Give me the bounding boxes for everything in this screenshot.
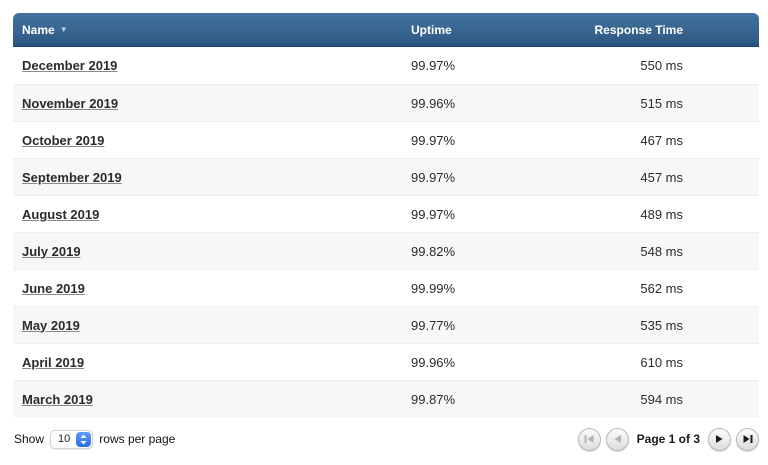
month-link[interactable]: December 2019	[22, 58, 118, 73]
response-time-value: 515 ms	[640, 95, 683, 111]
show-label: Show	[14, 432, 45, 446]
table-footer: Show 10 rows per page	[13, 426, 759, 452]
table-row: September 2019 99.97% 457 ms	[13, 158, 759, 195]
sort-descending-icon: ▼	[59, 25, 68, 34]
month-link[interactable]: June 2019	[22, 280, 85, 296]
uptime-value: 99.77%	[411, 317, 456, 333]
response-time-value: 594 ms	[640, 391, 683, 407]
uptime-value: 99.97%	[411, 169, 456, 185]
response-time-value: 610 ms	[640, 354, 683, 370]
last-page-button[interactable]	[736, 427, 759, 451]
uptime-value: 99.87%	[411, 391, 456, 407]
rows-per-page-select[interactable]: 10	[50, 429, 94, 449]
first-page-icon	[584, 435, 594, 443]
response-time-value: 562 ms	[640, 280, 683, 296]
column-header-uptime[interactable]: Uptime	[411, 22, 452, 37]
table-row: August 2019 99.97% 489 ms	[13, 195, 759, 232]
uptime-value: 99.97%	[411, 206, 456, 222]
month-link[interactable]: March 2019	[22, 391, 93, 407]
uptime-value: 99.97%	[411, 132, 456, 148]
uptime-value: 99.99%	[411, 280, 456, 296]
month-link[interactable]: August 2019	[22, 206, 100, 222]
next-page-button[interactable]	[708, 427, 731, 451]
month-link[interactable]: September 2019	[22, 169, 122, 185]
column-header-name-label: Name	[22, 22, 55, 37]
month-link[interactable]: November 2019	[22, 95, 119, 111]
month-link[interactable]: April 2019	[22, 354, 85, 370]
table-row: June 2019 99.99% 562 ms	[13, 269, 759, 306]
pagination: Page 1 of 3	[577, 427, 759, 451]
page-status: Page 1 of 3	[636, 432, 700, 446]
response-time-value: 489 ms	[640, 206, 683, 222]
response-time-value: 457 ms	[640, 169, 683, 185]
month-link[interactable]: July 2019	[22, 243, 81, 259]
table-body: December 2019 99.97% 550 ms November 201…	[13, 47, 759, 417]
rows-per-page-value: 10	[58, 433, 71, 445]
table-row: December 2019 99.97% 550 ms	[13, 47, 759, 84]
table-row: July 2019 99.82% 548 ms	[13, 232, 759, 269]
uptime-table: Name ▼ Uptime Response Time December 201…	[13, 13, 759, 417]
table-header: Name ▼ Uptime Response Time	[13, 13, 759, 47]
last-page-icon	[743, 435, 752, 443]
table-row: May 2019 99.77% 535 ms	[13, 306, 759, 343]
select-stepper-icon	[76, 431, 92, 447]
uptime-value: 99.82%	[411, 243, 456, 259]
previous-page-icon	[614, 435, 621, 443]
response-time-value: 550 ms	[640, 58, 683, 73]
uptime-value: 99.96%	[411, 95, 456, 111]
table-row: March 2019 99.87% 594 ms	[13, 380, 759, 417]
uptime-report-page: Name ▼ Uptime Response Time December 201…	[13, 13, 759, 452]
rows-per-page-control: Show 10 rows per page	[13, 429, 176, 449]
table-row: April 2019 99.96% 610 ms	[13, 343, 759, 380]
uptime-value: 99.97%	[411, 58, 456, 73]
column-header-name[interactable]: Name ▼	[13, 23, 411, 37]
response-time-value: 467 ms	[640, 132, 683, 148]
uptime-value: 99.96%	[411, 354, 456, 370]
rows-per-page-suffix: rows per page	[99, 432, 176, 446]
first-page-button[interactable]	[577, 427, 601, 451]
month-link[interactable]: October 2019	[22, 132, 105, 148]
response-time-value: 535 ms	[640, 317, 683, 333]
previous-page-button[interactable]	[605, 427, 629, 451]
month-link[interactable]: May 2019	[22, 317, 80, 333]
response-time-value: 548 ms	[640, 243, 683, 259]
next-page-icon	[716, 435, 723, 443]
table-row: November 2019 99.96% 515 ms	[13, 84, 759, 121]
table-row: October 2019 99.97% 467 ms	[13, 121, 759, 158]
column-header-response-time[interactable]: Response Time	[594, 22, 683, 37]
